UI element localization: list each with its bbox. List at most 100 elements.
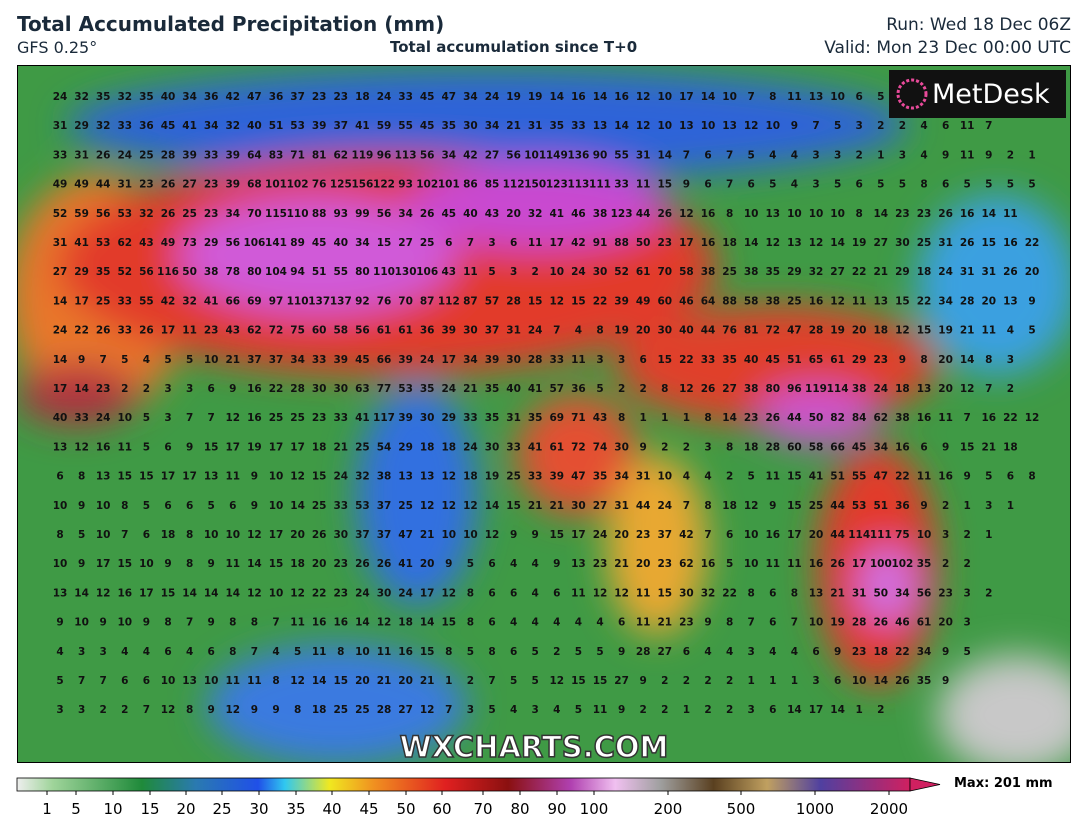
grid-value: 27 (398, 704, 413, 716)
grid-value: 18 (312, 704, 327, 716)
grid-value: 8 (251, 617, 258, 629)
grid-value: 9 (229, 383, 236, 395)
grid-value: 6 (488, 587, 495, 599)
grid-value: 39 (441, 325, 456, 337)
grid-value: 30 (333, 383, 348, 395)
grid-value: 11 (636, 587, 651, 599)
grid-value: 11 (636, 617, 651, 629)
grid-value: 52 (614, 266, 629, 278)
grid-value: 81 (744, 325, 759, 337)
grid-value: 13 (787, 237, 802, 249)
grid-value: 14 (53, 295, 68, 307)
grid-value: 5 (985, 179, 992, 191)
colorbar-label: 80 (510, 800, 529, 818)
grid-value: 16 (96, 441, 111, 453)
grid-value: 5 (186, 354, 193, 366)
grid-value: 4 (791, 646, 798, 658)
grid-value: 18 (312, 441, 327, 453)
grid-value: 26 (377, 558, 392, 570)
grid-value: 12 (679, 383, 694, 395)
grid-value: 44 (830, 529, 845, 541)
grid-value: 11 (787, 91, 802, 103)
grid-value: 15 (117, 471, 132, 483)
grid-value: 8 (726, 617, 733, 629)
grid-value: 4 (596, 617, 603, 629)
grid-value: 7 (985, 383, 992, 395)
grid-value: 14 (290, 500, 305, 512)
grid-value: 2 (553, 646, 560, 658)
grid-value: 22 (593, 295, 608, 307)
grid-value: 5 (143, 500, 150, 512)
grid-value: 4 (532, 617, 539, 629)
grid-value: 21 (981, 441, 996, 453)
grid-value: 20 (312, 558, 327, 570)
grid-value: 36 (269, 91, 284, 103)
grid-value: 69 (247, 295, 262, 307)
grid-value: 31 (614, 500, 629, 512)
grid-value: 24 (657, 500, 672, 512)
grid-value: 25 (722, 266, 737, 278)
grid-value: 44 (636, 208, 651, 220)
grid-value: 8 (121, 500, 128, 512)
grid-value: 28 (528, 354, 543, 366)
grid-value: 11 (377, 646, 392, 658)
grid-value: 32 (809, 266, 824, 278)
grid-value: 40 (463, 208, 478, 220)
grid-value: 24 (53, 325, 68, 337)
grid-value: 6 (510, 646, 517, 658)
grid-value: 11 (765, 471, 780, 483)
grid-value: 17 (290, 441, 305, 453)
grid-value: 51 (830, 471, 845, 483)
logo: MetDesk (932, 79, 1050, 110)
grid-value: 26 (96, 149, 111, 161)
grid-value: 27 (657, 646, 672, 658)
grid-value: 6 (186, 500, 193, 512)
grid-value: 5 (488, 266, 495, 278)
grid-value: 2 (704, 675, 711, 687)
grid-value: 22 (895, 471, 910, 483)
grid-value: 9 (78, 500, 85, 512)
grid-value: 4 (683, 471, 690, 483)
grid-value: 40 (679, 325, 694, 337)
grid-value: 40 (161, 91, 176, 103)
grid-value: 20 (938, 617, 953, 629)
grid-value: 22 (74, 325, 89, 337)
grid-value: 82 (830, 412, 845, 424)
grid-value: 10 (744, 208, 759, 220)
grid-value: 34 (485, 120, 500, 132)
grid-value: 81 (312, 149, 327, 161)
grid-value: 34 (355, 237, 370, 249)
grid-value: 8 (186, 529, 193, 541)
grid-value: 7 (964, 412, 971, 424)
grid-value: 24 (528, 325, 543, 337)
grid-value: 21 (225, 354, 240, 366)
grid-value: 77 (377, 383, 392, 395)
grid-value: 24 (463, 441, 478, 453)
grid-value: 23 (657, 237, 672, 249)
grid-value: 74 (593, 441, 608, 453)
grid-value: 13 (53, 441, 68, 453)
grid-value: 22 (895, 646, 910, 658)
grid-value: 49 (161, 237, 176, 249)
grid-value: 45 (765, 354, 780, 366)
grid-value: 9 (942, 149, 949, 161)
grid-value: 9 (78, 354, 85, 366)
grid-value: 46 (679, 295, 694, 307)
grid-value: 10 (269, 471, 284, 483)
grid-value: 6 (920, 441, 927, 453)
grid-value: 39 (182, 149, 197, 161)
grid-value: 20 (506, 208, 521, 220)
grid-value: 14 (204, 587, 219, 599)
grid-value: 17 (571, 529, 586, 541)
grid-value: 68 (247, 179, 262, 191)
grid-value: 3 (596, 354, 603, 366)
grid-value: 27 (398, 237, 413, 249)
grid-value: 16 (765, 529, 780, 541)
grid-value: 20 (938, 383, 953, 395)
grid-value: 39 (614, 295, 629, 307)
grid-value: 37 (290, 91, 305, 103)
grid-value: 31 (506, 412, 521, 424)
colorbar-label: 5 (71, 800, 81, 818)
grid-value: 2 (640, 704, 647, 716)
grid-value: 9 (143, 617, 150, 629)
